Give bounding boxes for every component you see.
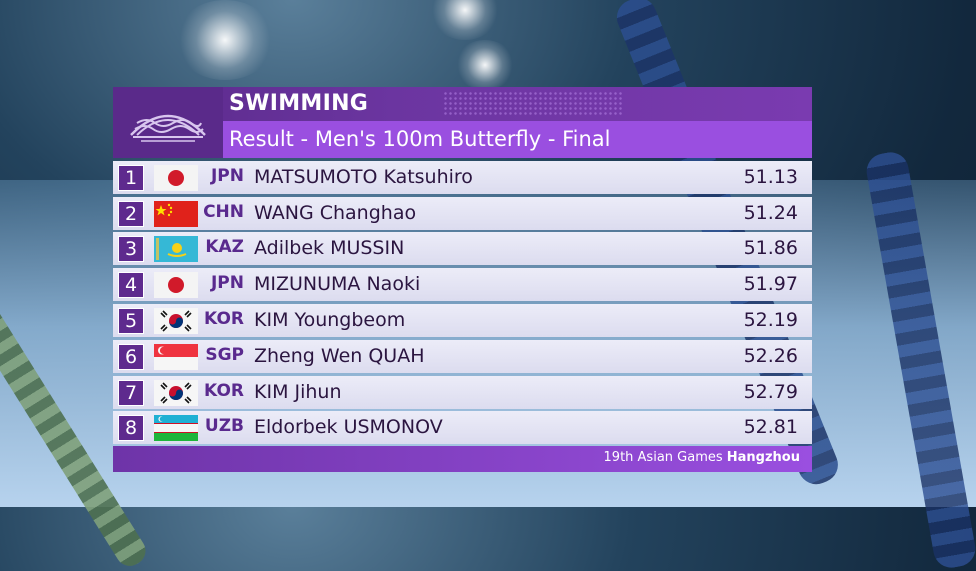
- country-code: CHN: [203, 201, 244, 222]
- country-code: SGP: [205, 344, 244, 365]
- rank-badge: 8: [118, 415, 144, 442]
- result-row: 5 KOR KIM Youngbeom 52.19: [113, 303, 812, 337]
- sgp-flag-icon: [154, 343, 198, 370]
- result-row: 2 CHN WANG Changhao 51.24: [113, 196, 812, 230]
- footer-event-name: 19th Asian Games: [603, 450, 727, 466]
- stadium-light: [175, 0, 275, 80]
- jpn-flag-icon: [154, 272, 198, 299]
- sport-title: SWIMMING: [229, 91, 369, 116]
- rank-badge: 6: [118, 343, 144, 370]
- athlete-name: Adilbek MUSSIN: [254, 237, 405, 260]
- stadium-light: [430, 0, 500, 40]
- rank-badge: 1: [118, 164, 144, 191]
- athlete-name: KIM Jihun: [254, 380, 342, 403]
- country-code: KOR: [204, 380, 244, 401]
- result-row: 8 UZB Eldorbek USMONOV 52.81: [113, 411, 812, 445]
- stadium-light: [455, 40, 515, 90]
- event-subtitle: Result - Men's 100m Butterfly - Final: [229, 127, 611, 151]
- results-list: 1 JPN MATSUMOTO Katsuhiro 51.13 2 CHN WANG Cha…: [113, 160, 812, 445]
- result-time: 52.79: [743, 380, 798, 403]
- result-time: 51.13: [743, 165, 798, 188]
- results-header: SWIMMING Result - Men's 100m Butterfly -…: [113, 87, 812, 158]
- country-code: UZB: [204, 416, 244, 437]
- result-row: 3 KAZ Adilbek MUSSIN 51.86: [113, 232, 812, 266]
- uzb-flag-icon: [154, 415, 198, 442]
- result-row: 6 SGP Zheng Wen QUAH 52.26: [113, 339, 812, 373]
- result-row: 1 JPN MATSUMOTO Katsuhiro 51.13: [113, 160, 812, 194]
- country-code: JPN: [210, 273, 244, 294]
- footer-label: 19th Asian Games Hangzhou: [604, 450, 800, 465]
- result-row: 7 KOR KIM Jihun 52.79: [113, 375, 812, 409]
- jpn-flag-icon: [154, 164, 198, 191]
- results-board: SWIMMING Result - Men's 100m Butterfly -…: [113, 87, 812, 473]
- kor-flag-icon: [154, 307, 198, 334]
- kaz-flag-icon: [154, 236, 198, 263]
- result-row: 4 JPN MIZUNUMA Naoki 51.97: [113, 268, 812, 302]
- country-code: KOR: [204, 308, 244, 329]
- result-time: 51.24: [743, 201, 798, 224]
- rank-badge: 7: [118, 379, 144, 406]
- athlete-name: WANG Changhao: [254, 201, 417, 224]
- athlete-name: KIM Youngbeom: [254, 308, 406, 331]
- footer-bar: 19th Asian Games Hangzhou: [113, 446, 812, 473]
- kor-flag-icon: [154, 379, 198, 406]
- country-code: KAZ: [205, 237, 244, 258]
- result-time: 52.19: [743, 308, 798, 331]
- athlete-name: MATSUMOTO Katsuhiro: [254, 165, 473, 188]
- rank-badge: 5: [118, 307, 144, 334]
- header-bottom-bar: [223, 121, 812, 158]
- asian-games-logo-icon: [113, 87, 223, 158]
- result-time: 51.97: [743, 273, 798, 296]
- header-top-bar: [113, 87, 812, 121]
- athlete-name: MIZUNUMA Naoki: [254, 273, 421, 296]
- rank-badge: 2: [118, 200, 144, 227]
- athlete-name: Eldorbek USMONOV: [254, 416, 443, 439]
- chn-flag-icon: [154, 200, 198, 227]
- result-time: 52.26: [743, 344, 798, 367]
- footer-city: Hangzhou: [726, 450, 800, 466]
- result-time: 52.81: [743, 416, 798, 439]
- result-time: 51.86: [743, 237, 798, 260]
- country-code: JPN: [210, 165, 244, 186]
- rank-badge: 3: [118, 236, 144, 263]
- athlete-name: Zheng Wen QUAH: [254, 344, 425, 367]
- rank-badge: 4: [118, 272, 144, 299]
